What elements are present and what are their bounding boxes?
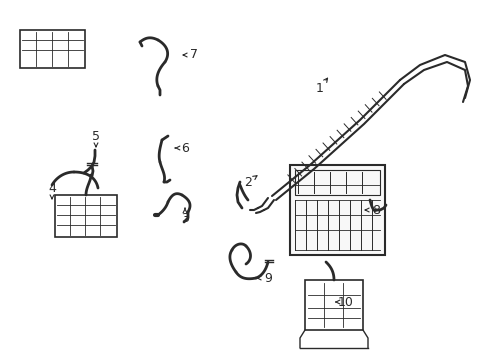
- Text: 10: 10: [338, 296, 354, 309]
- Text: 7: 7: [190, 49, 198, 62]
- Bar: [20, 30, 85, 68]
- Bar: [295, 170, 380, 195]
- Text: 3: 3: [181, 211, 189, 225]
- Text: 9: 9: [264, 271, 272, 284]
- Text: 6: 6: [181, 141, 189, 154]
- Bar: [290, 165, 385, 255]
- Text: 1: 1: [316, 81, 324, 94]
- Text: 5: 5: [92, 130, 100, 143]
- Text: 4: 4: [48, 181, 56, 194]
- Text: 8: 8: [372, 203, 380, 216]
- Text: 2: 2: [244, 175, 252, 189]
- Bar: [55, 195, 117, 237]
- Bar: [305, 280, 363, 330]
